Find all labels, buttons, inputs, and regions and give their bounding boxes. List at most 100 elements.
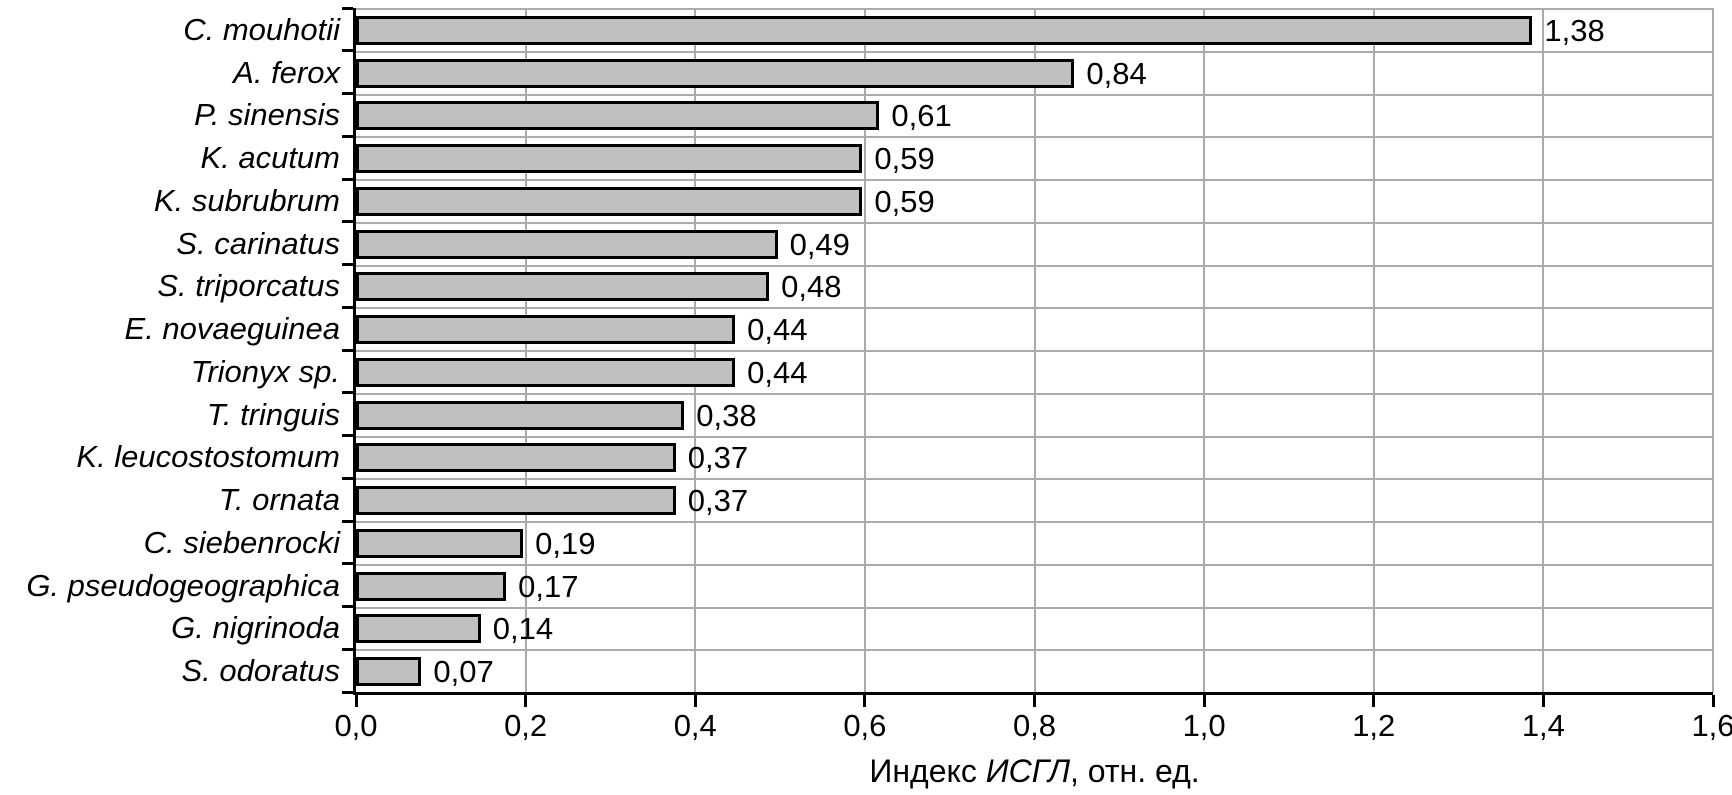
y-axis-tick xyxy=(342,305,353,309)
x-tick-labels: 0,0 0,2 0,4 0,6 0,8 1,0 1,2 1,4 1,6 xyxy=(334,708,1732,743)
value-label: 0,48 xyxy=(781,269,842,305)
y-axis-tick xyxy=(342,562,353,566)
value-label: 0,38 xyxy=(696,397,757,433)
bar-row: 0,44 xyxy=(356,307,1713,350)
x-axis-tick xyxy=(1033,695,1036,707)
bar xyxy=(356,571,507,601)
x-axis-tick xyxy=(693,695,697,707)
category-label: T. tringuis xyxy=(206,396,340,432)
value-label: 0,17 xyxy=(518,568,579,604)
y-axis-tick xyxy=(342,263,353,266)
value-label: 0,37 xyxy=(687,440,749,476)
bar xyxy=(356,357,736,387)
value-label: 0,44 xyxy=(747,354,808,390)
x-axis-title-italic-part: ИСГЛ xyxy=(985,753,1071,789)
x-axis-tick xyxy=(1372,695,1376,707)
bar xyxy=(356,657,422,687)
plot-area: 1,38 0,84 0,61 0,59 0,59 0,49 0,48 0,44 0,44 0,38… xyxy=(342,6,1715,707)
value-label: 0,59 xyxy=(874,141,935,177)
value-label: 0,37 xyxy=(687,483,749,519)
x-axis-tick xyxy=(1541,695,1545,707)
x-tick-label: 0,0 xyxy=(334,708,378,743)
bar xyxy=(356,315,736,345)
x-tick-label: 0,6 xyxy=(843,708,887,743)
y-axis-tick xyxy=(342,476,353,480)
y-axis-labels: C. mouhotii A. ferox P. sinensis K. acutum K… xyxy=(0,8,340,692)
bar-rows: 1,38 0,84 0,61 0,59 0,59 0,49 0,48 0,44 0,44 0,38… xyxy=(356,8,1713,692)
y-axis-tick xyxy=(342,647,353,651)
bar-row: 0,49 xyxy=(356,221,1713,265)
bar-row: 0,17 xyxy=(356,563,1713,607)
category-label: C. siebenrocki xyxy=(143,524,340,560)
bar xyxy=(356,144,863,174)
x-tick-label: 0,4 xyxy=(673,708,717,743)
bar xyxy=(356,101,880,131)
x-axis-tick xyxy=(354,695,358,707)
bar-row: 0,84 xyxy=(356,50,1713,94)
y-axis-tick xyxy=(342,690,353,694)
value-label: 0,19 xyxy=(535,525,596,561)
bar-row: 0,07 xyxy=(356,649,1713,692)
bar-row: 0,59 xyxy=(356,179,1713,222)
bar-row: 0,61 xyxy=(356,93,1713,137)
y-axis-tick xyxy=(342,92,353,95)
vertical-gridline xyxy=(1712,8,1714,692)
category-label: A. ferox xyxy=(233,54,340,90)
category-label: K. subrubrum xyxy=(153,182,340,218)
x-tick-label: 0,8 xyxy=(1012,708,1057,743)
x-axis-tick xyxy=(1202,695,1206,707)
category-label: C. mouhotii xyxy=(183,11,340,47)
y-axis-tick xyxy=(342,605,353,608)
category-label: G. nigrinoda xyxy=(171,610,340,646)
x-tick-label: 1,2 xyxy=(1352,708,1396,743)
y-axis-tick xyxy=(342,220,353,224)
bar xyxy=(356,229,778,259)
bar-row: 0,37 xyxy=(356,478,1713,521)
category-label: E. novaeguinea xyxy=(124,311,340,347)
value-label: 0,14 xyxy=(492,611,554,647)
x-axis-title-suffix: , отн. ед. xyxy=(1070,753,1200,789)
bar xyxy=(356,443,676,473)
y-axis-tick xyxy=(342,348,353,352)
value-label: 0,07 xyxy=(433,654,494,690)
bar xyxy=(356,186,863,216)
category-label: K. acutum xyxy=(200,140,340,176)
x-axis-tick xyxy=(524,695,528,707)
value-label: 0,61 xyxy=(891,98,952,134)
bar xyxy=(356,58,1075,88)
y-axis-tick xyxy=(342,49,353,53)
category-label: S. triporcatus xyxy=(157,268,340,304)
x-axis-title: Индекс ИСГЛ, отн. ед. xyxy=(356,753,1713,790)
y-axis-tick xyxy=(342,134,353,138)
bar-row: 0,59 xyxy=(356,136,1713,179)
category-label: P. sinensis xyxy=(194,97,340,133)
bar-row: 1,38 xyxy=(356,8,1713,51)
value-label: 0,84 xyxy=(1086,55,1147,91)
category-label: T. ornata xyxy=(218,482,340,518)
value-label: 1,38 xyxy=(1544,12,1605,48)
category-label: G. pseudogeographica xyxy=(26,567,340,603)
y-axis-tick xyxy=(342,519,353,523)
bar xyxy=(356,15,1533,45)
category-label: S. odoratus xyxy=(181,653,340,689)
value-label: 0,49 xyxy=(789,226,850,262)
x-axis-tick xyxy=(1711,695,1715,707)
y-axis-tick xyxy=(342,391,353,395)
bar xyxy=(356,614,481,644)
bar-row: 0,38 xyxy=(356,392,1713,436)
bar-row: 0,19 xyxy=(356,521,1713,564)
x-tick-label: 0,2 xyxy=(504,708,548,743)
y-axis-tick xyxy=(342,177,353,181)
bar xyxy=(356,400,685,430)
x-tick-label: 1,0 xyxy=(1182,708,1226,743)
bar xyxy=(356,528,524,558)
bar-row: 0,44 xyxy=(356,350,1713,393)
x-axis-title-prefix: Индекс xyxy=(869,753,986,789)
bar-row: 0,48 xyxy=(356,264,1713,308)
x-tick-label: 1,4 xyxy=(1521,708,1565,743)
category-label: Trionyx sp. xyxy=(190,353,340,389)
bar xyxy=(356,486,676,516)
value-label: 0,59 xyxy=(874,183,935,219)
category-label: K. leucostostomum xyxy=(76,439,340,475)
